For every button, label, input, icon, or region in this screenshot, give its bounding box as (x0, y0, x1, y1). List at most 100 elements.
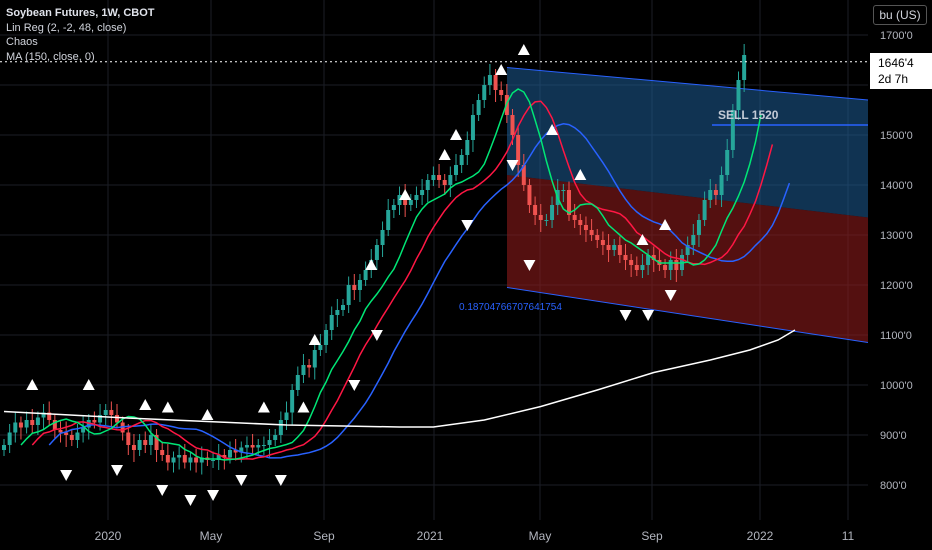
candle-body (165, 455, 170, 463)
fractal-up-icon (438, 149, 451, 160)
candle-body (47, 412, 52, 420)
candle-body (13, 422, 18, 433)
candle-body (578, 220, 583, 225)
candle-body (69, 435, 74, 440)
candle-body (341, 305, 345, 310)
candle-body (408, 200, 413, 205)
candle-body (516, 135, 521, 165)
candle-body (696, 220, 701, 235)
candle-body (18, 422, 23, 428)
y-tick-label: 1100'0 (880, 330, 912, 342)
ma150-line (3, 329, 796, 428)
y-tick-label: 900'0 (880, 430, 907, 442)
x-tick-label: May (529, 529, 552, 543)
candle-body (487, 75, 492, 85)
candle-body (301, 365, 306, 375)
candle-body (324, 330, 329, 345)
candle-body (177, 455, 182, 458)
fractal-up-icon (399, 189, 412, 200)
time-axis: 2020 May Sep 2021 May Sep 2022 11 (95, 529, 855, 543)
x-tick-label: Sep (313, 529, 335, 543)
unit-selector[interactable]: bu (US) (873, 5, 927, 25)
candle-body (24, 420, 29, 428)
candle-body (567, 190, 571, 215)
candle-body (691, 235, 696, 245)
y-tick-label: 800'0 (880, 480, 907, 492)
candle-body (290, 390, 295, 413)
candle-body (194, 457, 199, 463)
candle-body (391, 205, 396, 210)
candle-body (386, 210, 391, 230)
candle-body (470, 115, 475, 140)
candle-body (702, 200, 707, 220)
last-price-value: 1646'4 (878, 56, 914, 70)
candle-body (182, 455, 187, 463)
candle-body (606, 245, 611, 250)
candle-body (267, 440, 272, 445)
candle-body (454, 165, 458, 175)
x-tick-label: 11 (842, 529, 855, 543)
fractal-up-icon (365, 259, 378, 270)
candle-body (465, 140, 470, 155)
chaos-legend[interactable]: Chaos (6, 36, 38, 48)
y-tick-label: 1200'0 (880, 280, 913, 292)
candle-body (629, 260, 634, 265)
fractal-down-icon (523, 260, 536, 271)
indicator-legend: Soybean Futures, 1W, CBOT Lin Reg (2, -2… (6, 6, 155, 64)
candle-body (357, 280, 362, 290)
candle-body (346, 285, 351, 305)
fractal-up-icon (82, 379, 95, 390)
candle-body (561, 190, 566, 191)
candle-body (363, 270, 368, 280)
chaos-teeth-line (31, 100, 774, 461)
y-tick-label: 1500'0 (880, 130, 913, 142)
fractal-up-icon (139, 399, 152, 410)
candle-body (103, 410, 108, 415)
fractal-up-icon (308, 334, 321, 345)
x-tick-label: 2021 (417, 529, 444, 543)
candle-body (211, 460, 216, 461)
fractal-down-icon (370, 330, 383, 341)
candle-body (623, 255, 628, 260)
candle-body (533, 205, 538, 215)
fractal-down-icon (111, 465, 123, 476)
linreg-legend[interactable]: Lin Reg (2, -2, 48, close) (6, 21, 127, 34)
candle-body (148, 435, 153, 445)
candle-body (685, 245, 690, 255)
channel-upper-line (506, 67, 869, 101)
fractal-down-icon (461, 220, 474, 231)
candle-body (329, 315, 334, 330)
fractal-down-icon (348, 380, 361, 391)
candle-body (595, 235, 600, 240)
candle-body (216, 455, 221, 460)
candle-body (719, 175, 724, 195)
candle-body (41, 412, 46, 418)
y-tick-label: 1700'0 (880, 30, 913, 42)
candle-body (261, 445, 266, 446)
candle-body (544, 220, 549, 221)
candle-body (64, 432, 69, 435)
candle-body (442, 180, 447, 185)
candle-body (663, 265, 668, 270)
candle-body (131, 445, 136, 450)
x-tick-label: May (200, 529, 223, 543)
price-axis: 800'0 900'0 1000'0 1100'0 1200'0 1300'0 1400'0… (880, 30, 913, 492)
sell-label: SELL 1520 (718, 108, 779, 122)
fractal-up-icon (161, 401, 174, 413)
fractal-down-icon (184, 495, 197, 506)
fractal-up-icon (517, 44, 530, 55)
candle-body (612, 245, 617, 250)
candle-body (583, 225, 588, 230)
x-tick-label: 2020 (95, 529, 122, 543)
candle-body (35, 417, 40, 425)
fractal-down-icon (274, 475, 287, 486)
candle-body (307, 365, 312, 368)
candle-body (725, 150, 730, 175)
ma-legend[interactable]: MA (150, close, 0) (6, 50, 95, 63)
candle-body (538, 215, 543, 220)
fractal-down-icon (156, 485, 169, 496)
y-tick-label: 1000'0 (880, 380, 913, 392)
fractal-down-icon (642, 310, 655, 321)
candle-body (199, 457, 204, 463)
